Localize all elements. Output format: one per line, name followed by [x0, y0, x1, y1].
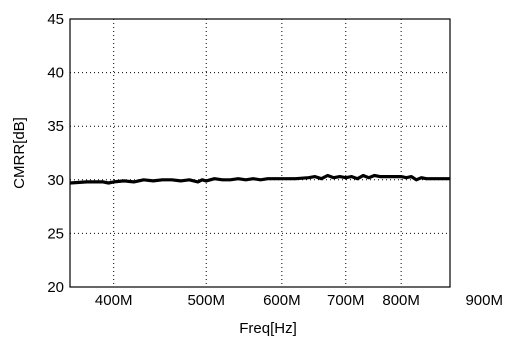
cmrr-series-line: [69, 173, 450, 185]
y-tick-label: 30: [47, 172, 64, 189]
x-tick-label: 400M: [95, 292, 133, 309]
plot-frame: [69, 18, 451, 288]
y-axis-label: CMRR[dB]: [11, 117, 28, 189]
x-tick-label: 700M: [327, 292, 365, 309]
x-tick-label: 900M: [465, 292, 503, 309]
y-tick-label: 20: [47, 279, 64, 296]
x-tick-label: 500M: [187, 292, 225, 309]
grid-lines: [70, 19, 450, 287]
y-tick-labels: 20 25 30 35 40 45: [47, 11, 64, 296]
y-tick-label: 45: [47, 11, 64, 28]
y-tick-label: 35: [47, 118, 64, 135]
x-axis-label: Freq[Hz]: [239, 320, 297, 337]
x-tick-labels: 400M 500M 600M 700M 800M 900M: [95, 292, 503, 309]
series-group: [69, 173, 450, 185]
x-tick-label: 600M: [263, 292, 301, 309]
y-tick-label: 25: [47, 225, 64, 242]
x-tick-label: 800M: [382, 292, 420, 309]
y-tick-label: 40: [47, 65, 64, 82]
